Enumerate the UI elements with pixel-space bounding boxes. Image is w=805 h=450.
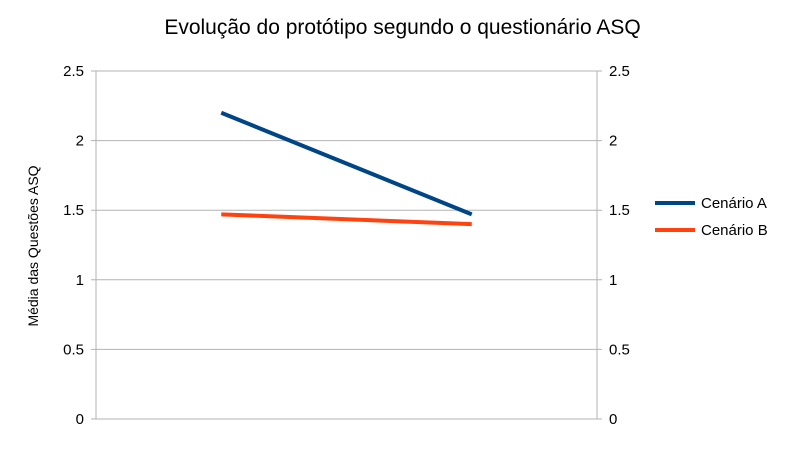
y-tick-label-left: 1 <box>76 272 84 289</box>
y-tick-label-left: 1.5 <box>63 202 84 219</box>
gridlines <box>91 70 602 420</box>
y-axis-label: Média das Questões ASQ <box>25 165 41 326</box>
series-line <box>220 110 473 217</box>
legend-label: Cenário A <box>701 195 767 212</box>
y-axis-ticks-left: 0 0.5 1 1.5 2 2.5 <box>63 63 84 428</box>
y-tick-label-right: 0 <box>609 411 617 428</box>
y-tick-label-right: 1 <box>609 272 617 289</box>
y-tick-label-left: 0.5 <box>63 341 84 358</box>
y-tick-label-right: 1.5 <box>609 202 630 219</box>
y-tick-label-right: 0.5 <box>609 341 630 358</box>
y-tick-label-left: 0 <box>76 411 84 428</box>
series-lines <box>220 110 473 227</box>
chart-title: Evolução do protótipo segundo o question… <box>164 16 641 39</box>
axes <box>95 71 598 419</box>
y-tick-label-right: 2 <box>609 133 617 150</box>
y-tick-label-left: 2.5 <box>63 63 84 80</box>
series-line <box>221 212 472 227</box>
legend: Cenário A Cenário B <box>655 195 768 239</box>
y-tick-label-right: 2.5 <box>609 63 630 80</box>
y-tick-label-left: 2 <box>76 133 84 150</box>
y-axis-ticks-right: 0 0.5 1 1.5 2 2.5 <box>609 63 630 428</box>
legend-label: Cenário B <box>701 222 768 239</box>
